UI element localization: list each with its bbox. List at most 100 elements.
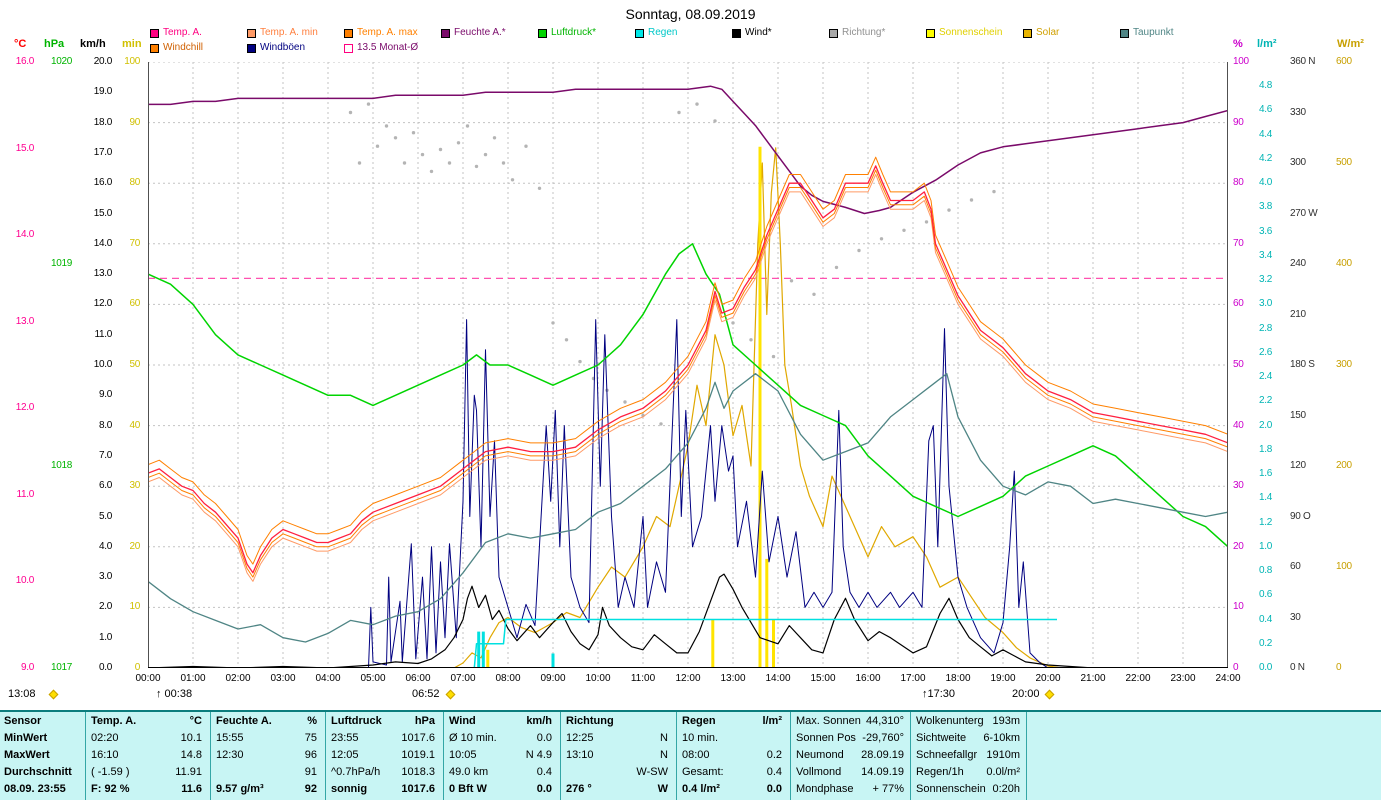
- plot-area: [148, 62, 1228, 668]
- table-cell-label: 10 min.: [682, 732, 719, 744]
- rain-axis-tick: 4.2: [1259, 153, 1273, 164]
- table-info-label: Max. Sonnen: [796, 715, 861, 727]
- sunshine-axis-tick: 60: [129, 298, 140, 309]
- solar-axis-tick: 500: [1336, 157, 1352, 168]
- astro-time-label: 13:08: [8, 688, 36, 700]
- direction-axis-tick: 60: [1290, 561, 1301, 572]
- table-column-separator: [1026, 712, 1027, 800]
- table-col-unit: hPa: [414, 715, 435, 727]
- table-cell-label: 08:00: [682, 749, 710, 761]
- axis-unit-: %: [1233, 38, 1243, 50]
- wind-axis-tick: 3.0: [98, 571, 112, 582]
- table-cell-label: Ø 10 min.: [449, 732, 497, 744]
- table-cell-value: 0.4: [766, 766, 782, 778]
- legend-swatch-icon: [926, 28, 935, 38]
- table-info-value: -29,760°: [862, 732, 904, 744]
- table-cell-label: 9.57 g/m³: [216, 783, 264, 795]
- legend-item-windchill: Windchill: [150, 42, 247, 54]
- table-cell-value: 10.1: [180, 732, 202, 744]
- legend-item-sonnenschein: Sonnenschein: [926, 27, 1023, 39]
- solar-axis-tick: 100: [1336, 561, 1352, 572]
- table-col-header: Luftdruck: [331, 715, 382, 727]
- legend-item-wind: Wind*: [732, 27, 829, 39]
- table-info-value: 0.0l/m²: [986, 766, 1020, 778]
- table-info-value: 28.09.19: [861, 749, 904, 761]
- astro-time-label: ↑ 00:38: [156, 688, 193, 700]
- legend-label: Richtung*: [842, 27, 886, 38]
- wind-axis-tick: 0.0: [98, 662, 112, 673]
- sunshine-axis-tick: 70: [129, 238, 140, 249]
- wind-axis-tick: 7.0: [98, 450, 112, 461]
- legend-item-temp-a-min: Temp. A. min: [247, 27, 344, 39]
- wind-axis-tick: 8.0: [98, 420, 112, 431]
- table-cell-value: 1018.3: [401, 766, 435, 778]
- table-info-value: 44,310°: [865, 715, 904, 727]
- legend-label: Windböen: [260, 42, 306, 53]
- table-info-label: Vollmond: [796, 766, 842, 778]
- direction-axis-tick: 300: [1290, 157, 1306, 168]
- table-column-separator: [443, 712, 444, 800]
- solar-axis-tick: 0: [1336, 662, 1342, 673]
- axis-unit-min: min: [122, 38, 142, 50]
- rain-axis-tick: 0.4: [1259, 614, 1273, 625]
- legend-item-feuchte-a: Feuchte A.*: [441, 27, 538, 39]
- table-cell-value: 1017.6: [401, 783, 435, 795]
- pressure-axis-tick: 1019: [50, 258, 72, 269]
- sun-marker-icon: [1044, 689, 1055, 700]
- table-column-separator: [85, 712, 86, 800]
- table-cell-label: 16:10: [91, 749, 119, 761]
- table-col-unit: °C: [189, 715, 202, 727]
- wind-axis-tick: 1.0: [98, 632, 112, 643]
- table-cell-label: Gesamt:: [682, 766, 724, 778]
- table-column-separator: [325, 712, 326, 800]
- legend-item-regen: Regen: [635, 27, 732, 39]
- pressure-axis-tick: 1020: [50, 56, 72, 67]
- wind-axis-tick: 13.0: [93, 268, 113, 279]
- x-axis-tick: 24:00: [1215, 673, 1241, 684]
- legend-label: Regen: [648, 27, 678, 38]
- x-axis-tick: 09:00: [540, 673, 566, 684]
- temp-axis-tick: 16.0: [15, 56, 35, 67]
- direction-axis-tick: 90 O: [1290, 511, 1311, 522]
- table-col-header: Feuchte A.: [216, 715, 272, 727]
- rain-axis-tick: 0.8: [1259, 565, 1273, 576]
- table-cell-value: 0.0: [536, 783, 552, 795]
- table-info-label: Wolkenunterg: [916, 715, 984, 727]
- axis-unit-l-m: l/m²: [1257, 38, 1277, 50]
- table-column-separator: [210, 712, 211, 800]
- wind-axis-tick: 9.0: [98, 389, 112, 400]
- direction-axis-tick: 150: [1290, 410, 1306, 421]
- solar-axis-tick: 300: [1336, 359, 1352, 370]
- sunshine-axis-tick: 30: [129, 480, 140, 491]
- humidity-axis-tick: 70: [1233, 238, 1244, 249]
- table-cell-label: 12:30: [216, 749, 244, 761]
- chart-legend-row-2: Windchill Windböen 13.5 Monat-Ø: [150, 42, 441, 54]
- table-col-unit: %: [307, 715, 317, 727]
- humidity-axis-tick: 30: [1233, 480, 1244, 491]
- temp-axis-tick: 9.0: [20, 662, 34, 673]
- wind-axis-tick: 15.0: [93, 208, 113, 219]
- table-row-label: MinWert: [4, 732, 48, 744]
- rain-axis-tick: 2.4: [1259, 371, 1273, 382]
- sunshine-axis-tick: 20: [129, 541, 140, 552]
- humidity-axis-tick: 90: [1233, 117, 1244, 128]
- table-cell-value: 0.0: [766, 783, 782, 795]
- temp-axis-tick: 12.0: [15, 402, 35, 413]
- direction-axis-tick: 330: [1290, 107, 1306, 118]
- table-info-value: 0:20h: [992, 783, 1020, 795]
- legend-swatch-icon: [1023, 28, 1032, 38]
- table-cell-value: 75: [304, 732, 317, 744]
- wind-axis-tick: 2.0: [98, 601, 112, 612]
- sunshine-axis-tick: 0: [134, 662, 141, 673]
- legend-item-luftdruck: Luftdruck*: [538, 27, 635, 39]
- table-cell-value: 0.4: [536, 766, 552, 778]
- table-col-header: Temp. A.: [91, 715, 137, 727]
- direction-axis-tick: 210: [1290, 309, 1306, 320]
- table-column-separator: [910, 712, 911, 800]
- summary-table: Sensor MinWert MaxWert Durchschnitt 08.09. 2…: [0, 710, 1381, 800]
- x-axis-tick: 14:00: [765, 673, 791, 684]
- table-cell-value: 0.0: [536, 732, 552, 744]
- sunshine-axis-tick: 10: [129, 601, 140, 612]
- wind-axis-tick: 11.0: [94, 329, 112, 340]
- direction-axis-tick: 120: [1290, 460, 1306, 471]
